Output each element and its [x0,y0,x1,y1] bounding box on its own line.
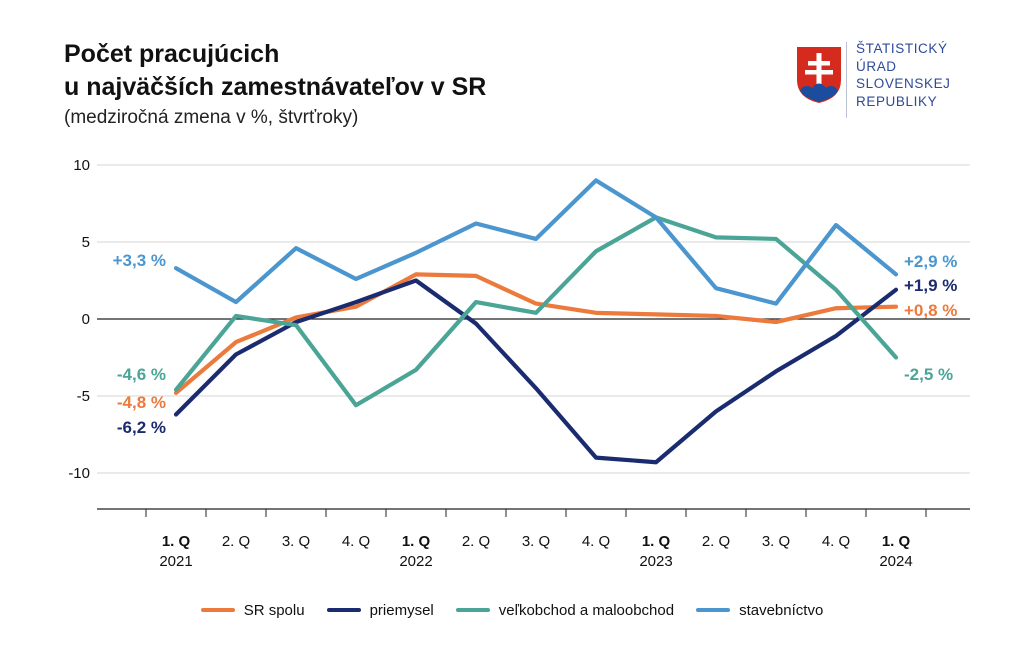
x-tick-label: 1. Q [402,533,431,550]
statistical-office-logo: ŠTATISTICKÝ ÚRAD SLOVENSKEJ REPUBLIKY [790,38,980,128]
series-line-SR-spolu [173,272,899,396]
data-series [173,178,899,465]
legend-label: priemysel [369,601,434,619]
x-tick-label: 2. Q [222,533,250,550]
legend-swatch [696,608,731,612]
legend-item-stavebnictvo: stavebníctvo [696,602,823,619]
legend-label: stavebníctvo [739,601,824,619]
end-value-label: +0,8 % [904,301,957,320]
chart-subtitle: (medziročná zmena v %, štvrťroky) [64,107,359,128]
logo-separator [846,42,847,118]
x-tick-label: 3. Q [522,533,550,550]
x-year-label: 2021 [159,553,192,570]
logo-line: ÚRAD [856,58,897,74]
x-tick-label: 1. Q [882,533,911,550]
x-tick-label: 2. Q [462,533,490,550]
x-tick-label: 2. Q [702,533,730,550]
x-tick-label: 4. Q [582,533,610,550]
legend-label: SR spolu [243,601,305,619]
x-year-label: 2024 [879,553,912,570]
end-value-label: -2,5 % [904,365,953,384]
legend-swatch [455,608,490,612]
legend-swatch [326,608,361,612]
value-labels: -4,8 % +0,8 % -6,2 % +1,9 % -4,6 % -2,5 % +3,3… [113,251,958,437]
logo-line: REPUBLIKY [856,93,938,109]
start-value-label: -4,8 % [117,393,166,412]
logo-wordmark: ŠTATISTICKÝ ÚRAD SLOVENSKEJ REPUBLIKY [856,40,951,110]
legend-item-sr-spolu: SR spolu [200,601,305,619]
grid-lines [97,164,970,474]
end-value-label: +1,9 % [904,276,957,295]
series-line-priemysel [173,278,899,465]
axes: 10 5 0 -5 -10 1. Q 2. Q 3. Q 4. Q 1. Q 2. Q 3. Q 4. … [68,157,970,570]
x-tick-label: 3. Q [282,533,310,550]
logo-line: ŠTATISTICKÝ [856,41,948,56]
start-value-label: -4,6 % [117,365,166,384]
y-tick-label: 0 [82,311,90,328]
chart-legend: SR spolu priemysel veľkobchod a maloobch… [0,598,1024,622]
logo-line: SLOVENSKEJ [856,76,951,91]
series-line-stavebníctvo [173,178,899,306]
chart-title-line2: u najväčších zamestnávateľov v SR [64,73,487,101]
start-value-label: +3,3 % [113,251,166,270]
x-tick-label: 4. Q [822,533,850,550]
x-year-label: 2023 [639,553,672,570]
x-tick-label: 1. Q [642,533,671,550]
x-tick-label: 3. Q [762,533,790,550]
y-tick-label: -5 [77,388,90,405]
x-year-label: 2022 [399,553,432,570]
slovak-coat-of-arms-icon [797,47,841,103]
legend-swatch [200,608,235,612]
x-tick-label: 1. Q [162,533,191,550]
start-value-label: -6,2 % [117,418,166,437]
series-line-veľkobchod-a-maloobchod [173,215,899,408]
x-tick-label: 4. Q [342,533,370,550]
legend-item-velkobchod: veľkobchod a maloobchod [455,601,675,619]
end-value-label: +2,9 % [904,252,957,271]
y-tick-label: 5 [82,234,90,251]
y-tick-label: -10 [68,465,90,482]
y-tick-label: 10 [73,157,90,174]
legend-item-priemysel: priemysel [326,601,434,619]
legend-label: veľkobchod a maloobchod [498,601,675,619]
chart-title-line1: Počet pracujúcich [64,40,280,68]
